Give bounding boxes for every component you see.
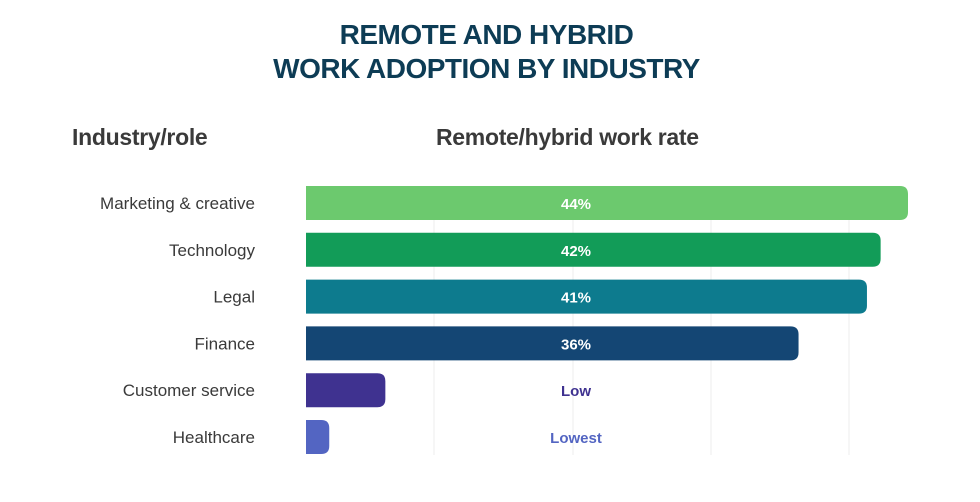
bar (306, 326, 799, 361)
bar (306, 420, 330, 454)
bar (306, 232, 881, 267)
category-label: Finance (195, 334, 255, 353)
title-line-2: WORK ADOPTION BY INDUSTRY (273, 53, 700, 84)
data-label: Lowest (550, 430, 602, 447)
category-label: Technology (169, 241, 256, 260)
bar (306, 373, 386, 408)
data-label: 44% (561, 196, 591, 213)
title-line-1: REMOTE AND HYBRID (339, 19, 634, 50)
data-label: 41% (561, 290, 591, 307)
category-label: Legal (213, 288, 255, 307)
chart-title: REMOTE AND HYBRID WORK ADOPTION BY INDUS… (0, 18, 973, 86)
category-label: Customer service (123, 381, 255, 400)
bar (306, 279, 867, 314)
category-label: Marketing & creative (100, 194, 255, 213)
category-header: Industry/role (72, 124, 208, 150)
data-label: 36% (561, 336, 591, 353)
data-label: Low (561, 383, 591, 400)
value-header: Remote/hybrid work rate (436, 124, 699, 150)
bar (306, 186, 908, 220)
category-label: Healthcare (173, 428, 255, 447)
data-label: 42% (561, 243, 591, 260)
